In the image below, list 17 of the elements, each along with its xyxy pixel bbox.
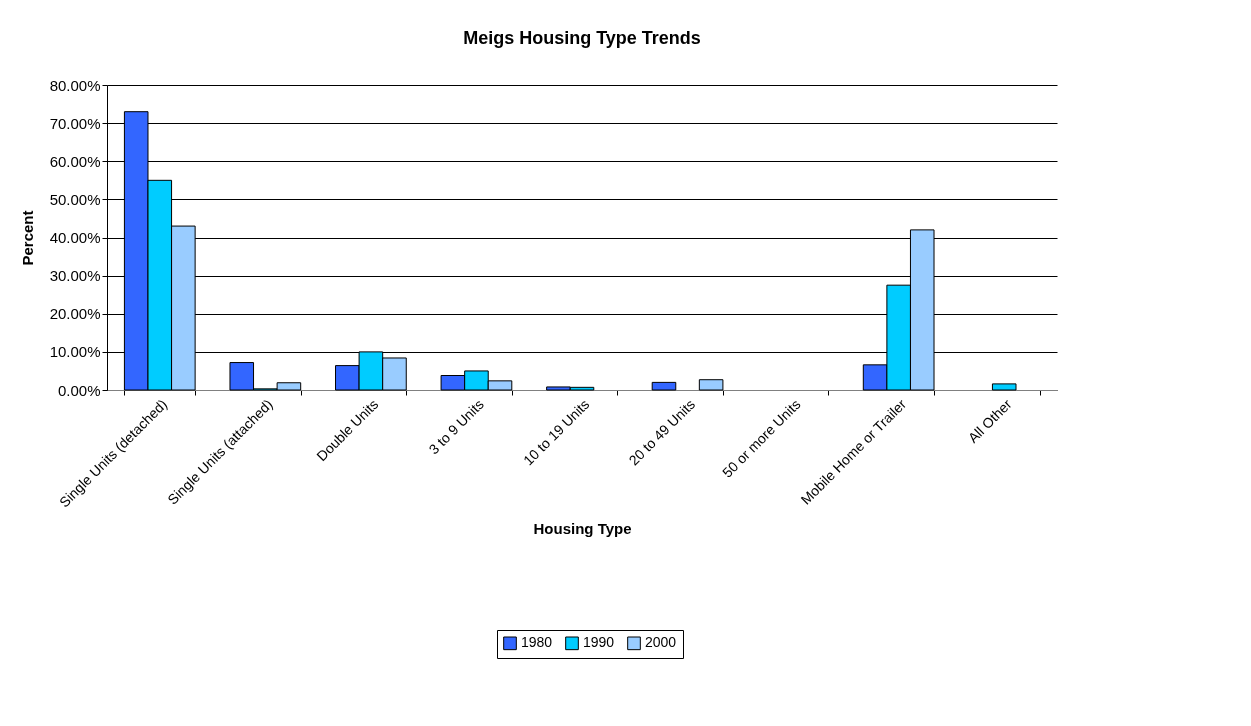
x-axis-title: Housing Type (533, 520, 632, 538)
y-tick-label: 40.00% (49, 229, 101, 246)
y-tick-label: 10.00% (49, 343, 101, 361)
y-tick-label: 70.00% (49, 114, 101, 132)
y-axis-title: Percent (18, 210, 36, 266)
y-tick-label: 20.00% (49, 305, 101, 323)
y-tick-label: 0.00% (57, 381, 101, 399)
chart-title: Meigs Housing Type Trends (463, 28, 701, 48)
legend-label: 1990 (583, 634, 615, 651)
bar (991, 383, 1017, 391)
bar (651, 381, 677, 391)
legend-label: 1980 (521, 634, 553, 651)
y-tick-label: 80.00% (49, 76, 101, 94)
y-tick-label: 30.00% (49, 267, 101, 285)
legend-label: 2000 (645, 634, 677, 651)
y-tick-label: 50.00% (49, 190, 101, 208)
y-tick-label: 60.00% (49, 152, 101, 170)
